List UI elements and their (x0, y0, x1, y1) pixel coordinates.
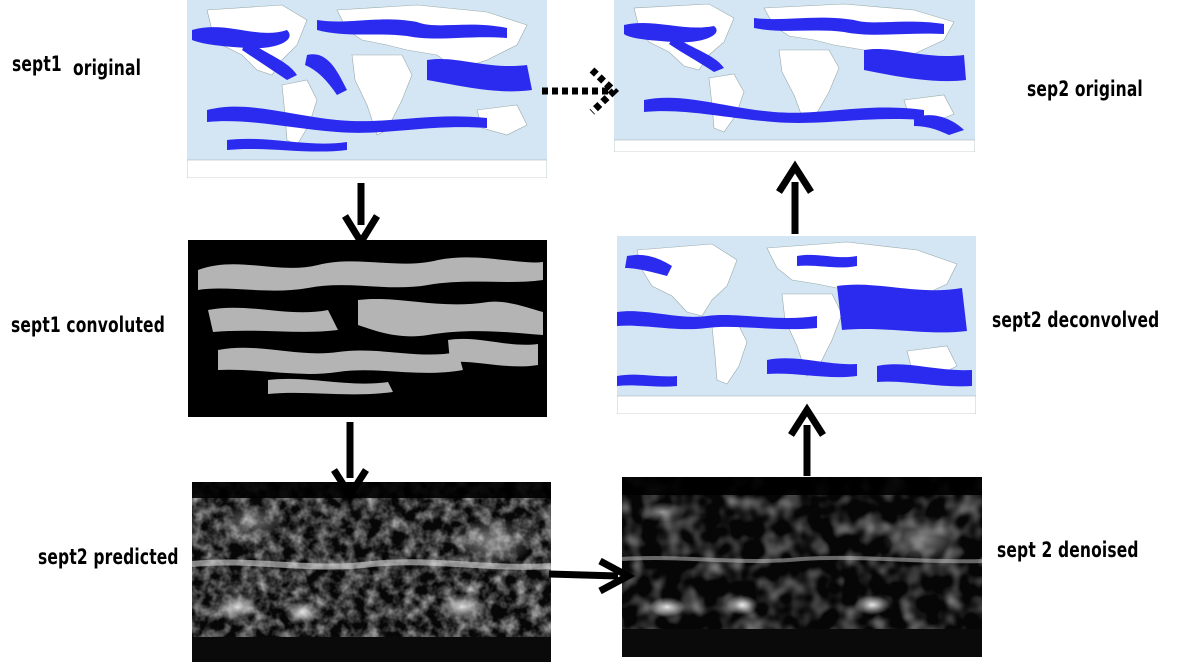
label-sept1-word: sept1 (12, 52, 62, 76)
sept2-denoised-image (622, 477, 982, 657)
arrow-deconvolved-to-sep2-original (776, 160, 814, 234)
sept1-convoluted-image (188, 240, 547, 417)
label-sept1-convoluted: sept1 convoluted (11, 313, 165, 337)
sept2-predicted-image (192, 482, 551, 662)
arrow-predicted-to-denoised (548, 557, 636, 595)
label-sept2-deconvolved: sept2 deconvolved (992, 308, 1160, 332)
sept2-deconvolved-map (617, 236, 976, 414)
label-original-word: original (72, 56, 142, 80)
sept1-original-map (187, 0, 547, 178)
sep2-original-map (614, 0, 975, 152)
arrow-denoised-to-deconvolved (788, 403, 826, 476)
arrow-sept1-original-to-convoluted (342, 183, 380, 249)
dotted-arrow-sept1-to-sep2 (542, 67, 620, 115)
label-sept1-original: sept1 original (12, 52, 141, 80)
label-sept2-predicted: sept2 predicted (38, 545, 179, 569)
label-sept2-denoised: sept 2 denoised (997, 538, 1139, 562)
label-sep2-original: sep2 original (1027, 77, 1143, 101)
